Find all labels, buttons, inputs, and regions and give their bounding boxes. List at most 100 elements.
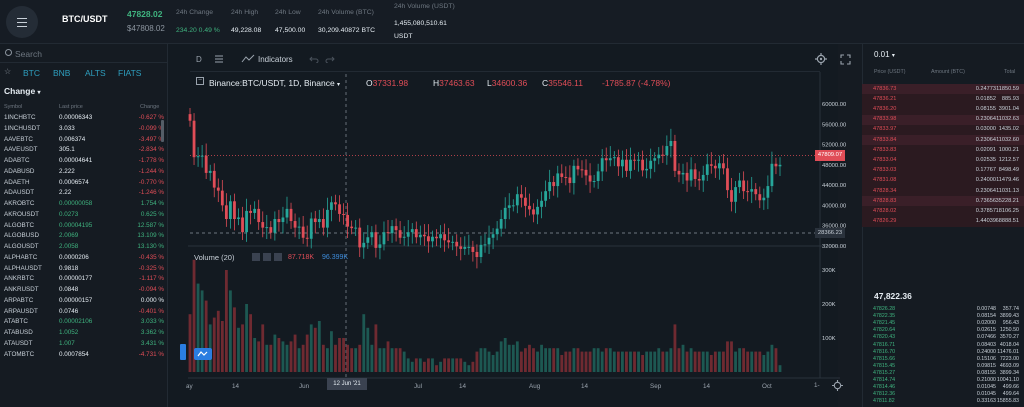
market-sidebar bbox=[0, 44, 168, 407]
market-row[interactable]: ATABTC 0.00002106 3.033 % bbox=[0, 317, 168, 328]
market-row[interactable]: ANKRUSDT 0.0848 -0.094 % bbox=[0, 285, 168, 296]
ask-row[interactable]: 47833.84 0.23064 11032.60 bbox=[862, 135, 1024, 146]
collapse-legend-icon[interactable]: − bbox=[196, 77, 204, 85]
volume-bar bbox=[422, 361, 426, 372]
market-row[interactable]: AKROBTC 0.00000058 1.754 % bbox=[0, 199, 168, 210]
volume-close-icon[interactable] bbox=[274, 253, 282, 261]
candle-body bbox=[629, 159, 632, 171]
candle-body bbox=[661, 154, 665, 156]
quote-tab-bnb[interactable]: BNB bbox=[53, 68, 71, 78]
quote-tab-alts[interactable]: ALTS bbox=[85, 68, 106, 78]
ask-row[interactable]: 47836.20 0.08155 3901.04 bbox=[862, 104, 1024, 115]
ask-row[interactable]: 47828.34 0.23064 11031.13 bbox=[862, 186, 1024, 197]
market-row[interactable]: 1INCHBTC 0.00006343 -0.627 % bbox=[0, 113, 168, 124]
search-input[interactable]: Search bbox=[15, 49, 42, 59]
menu-button[interactable] bbox=[6, 6, 38, 38]
col-header-last-price[interactable]: Last price bbox=[59, 104, 83, 110]
fullscreen-icon[interactable] bbox=[840, 54, 851, 65]
volume-bar bbox=[233, 307, 236, 372]
market-row[interactable]: AAVEBTC 0.006374 -3.497 % bbox=[0, 135, 168, 146]
pair-name[interactable]: BTC/USDT bbox=[62, 14, 108, 24]
bid-row[interactable]: 47814.74 0.21000 10041.10 bbox=[862, 377, 1024, 384]
tradingview-logo-icon[interactable] bbox=[194, 348, 212, 360]
y-axis-tick-label: 40000.00 bbox=[822, 203, 846, 209]
col-header-change[interactable]: Change bbox=[140, 104, 160, 110]
quote-tab-fiats[interactable]: FIATS bbox=[118, 68, 142, 78]
market-row[interactable]: AAVEUSDT 305.1 -2.834 % bbox=[0, 145, 168, 156]
market-row[interactable]: ARPAUSDT 0.0746 -0.401 % bbox=[0, 307, 168, 318]
ask-row[interactable]: 47836.73 0.24773 11850.59 bbox=[862, 84, 1024, 95]
ask-row[interactable]: 47828.83 0.73656 35228.21 bbox=[862, 196, 1024, 207]
ask-row[interactable]: 47833.98 0.23064 11032.63 bbox=[862, 114, 1024, 125]
bid-row[interactable]: 47814.46 0.01045 499.66 bbox=[862, 384, 1024, 391]
redo-icon[interactable] bbox=[325, 55, 335, 63]
market-row[interactable]: 1INCHUSDT 3.033 -0.099 % bbox=[0, 124, 168, 135]
bid-row[interactable]: 47821.45 0.02000 956.43 bbox=[862, 320, 1024, 327]
sort-dropdown[interactable]: Change ▾ bbox=[4, 86, 41, 96]
bid-row[interactable]: 47812.36 0.01045 499.64 bbox=[862, 391, 1024, 398]
market-symbol: ALPHABTC bbox=[4, 253, 38, 261]
indicators-icon[interactable] bbox=[241, 54, 255, 64]
chart-type-icon[interactable] bbox=[214, 54, 224, 64]
market-row[interactable]: ADAETH 0.0006574 -0.770 % bbox=[0, 178, 168, 189]
market-row[interactable]: ALPHABTC 0.0000206 -0.435 % bbox=[0, 253, 168, 264]
y-axis-tick-label: 36000.00 bbox=[822, 224, 846, 230]
market-row[interactable]: ARPABTC 0.00000157 0.000 % bbox=[0, 296, 168, 307]
bid-row[interactable]: 47815.27 0.08155 3899.34 bbox=[862, 370, 1024, 377]
chart-settings-icon[interactable] bbox=[832, 380, 843, 391]
market-symbol: ALGOUSDT bbox=[4, 243, 39, 250]
favorites-star-icon[interactable]: ☆ bbox=[4, 67, 12, 76]
volume-bar bbox=[366, 327, 370, 372]
ask-row[interactable]: 47833.03 0.17767 8498.49 bbox=[862, 165, 1024, 176]
volume-bar bbox=[398, 348, 402, 372]
volume-bar bbox=[499, 341, 503, 372]
interval-selector[interactable]: D bbox=[196, 55, 202, 64]
ask-row[interactable]: 47828.02 0.37857 18106.25 bbox=[862, 206, 1024, 217]
volume-visibility-icon[interactable] bbox=[252, 253, 260, 261]
candle-body bbox=[754, 189, 758, 195]
ask-amount: 0.23064 bbox=[975, 136, 996, 143]
scrollbar[interactable] bbox=[161, 120, 164, 142]
ask-row[interactable]: 47833.83 0.02091 1000.21 bbox=[862, 145, 1024, 156]
market-row[interactable]: ANKRBTC 0.00000177 -1.117 % bbox=[0, 274, 168, 285]
bid-row[interactable]: 47820.64 0.02615 1250.50 bbox=[862, 327, 1024, 334]
market-row[interactable]: ALGOUSDT 2.0058 13.130 % bbox=[0, 242, 168, 253]
bid-amount: 0.02615 bbox=[976, 327, 996, 334]
bid-row[interactable]: 47820.43 0.07466 3570.27 bbox=[862, 334, 1024, 341]
market-row[interactable]: ATAUSDT 1.007 3.431 % bbox=[0, 339, 168, 350]
market-row[interactable]: ATOMBTC 0.0007854 -4.731 % bbox=[0, 350, 168, 361]
ask-row[interactable]: 47833.97 0.03000 1435.02 bbox=[862, 124, 1024, 135]
bid-row[interactable]: 47816.71 0.08403 4018.04 bbox=[862, 342, 1024, 349]
bid-total: 3899.34 bbox=[999, 369, 1019, 376]
drawing-toolbar-handle[interactable] bbox=[180, 344, 186, 360]
market-row[interactable]: ALGOBTC 0.00004195 12.587 % bbox=[0, 221, 168, 232]
ask-row[interactable]: 47831.08 0.24000 11479.46 bbox=[862, 175, 1024, 186]
market-row[interactable]: ADAUSDT 2.22 -1.246 % bbox=[0, 188, 168, 199]
quote-tab-btc[interactable]: BTC bbox=[23, 68, 40, 78]
col-header-symbol[interactable]: Symbol bbox=[4, 104, 23, 110]
indicators-button[interactable]: Indicators bbox=[258, 55, 293, 64]
bid-row[interactable]: 47822.35 0.08154 3899.43 bbox=[862, 313, 1024, 320]
settings-gear-icon[interactable] bbox=[815, 53, 827, 65]
bid-row[interactable]: 47816.70 0.24000 11476.01 bbox=[862, 349, 1024, 356]
chart-title[interactable]: Binance:BTC/USDT, 1D, Binance ▾ bbox=[209, 78, 341, 88]
x-axis-tick-label: Jun bbox=[299, 383, 310, 390]
market-row[interactable]: ADABTC 0.00004641 -1.778 % bbox=[0, 156, 168, 167]
bid-row[interactable]: 47811.82 0.33163 15855.83 bbox=[862, 398, 1024, 405]
market-row[interactable]: ALPHAUSDT 0.9818 -0.325 % bbox=[0, 264, 168, 275]
bid-row[interactable]: 47815.45 0.09815 4693.09 bbox=[862, 363, 1024, 370]
market-row[interactable]: ADABUSD 2.222 -1.244 % bbox=[0, 167, 168, 178]
ask-row[interactable]: 47836.21 0.01852 885.93 bbox=[862, 94, 1024, 105]
market-row[interactable]: AKROUSDT 0.0273 0.625 % bbox=[0, 210, 168, 221]
bid-row[interactable]: 47826.28 0.00748 357.74 bbox=[862, 306, 1024, 313]
volume-bar bbox=[394, 348, 398, 372]
bid-row[interactable]: 47815.66 0.15106 7223.00 bbox=[862, 356, 1024, 363]
ask-row[interactable]: 47826.29 1.44039 68888.51 bbox=[862, 216, 1024, 227]
precision-selector[interactable]: 0.01 ▾ bbox=[874, 50, 895, 59]
market-row[interactable]: ALGOBUSD 2.0069 13.109 % bbox=[0, 231, 168, 242]
undo-icon[interactable] bbox=[309, 55, 319, 63]
volume-settings-icon[interactable] bbox=[263, 253, 271, 261]
ask-row[interactable]: 47833.04 0.02535 1212.57 bbox=[862, 155, 1024, 166]
market-row[interactable]: ATABUSD 1.0052 3.362 % bbox=[0, 328, 168, 339]
